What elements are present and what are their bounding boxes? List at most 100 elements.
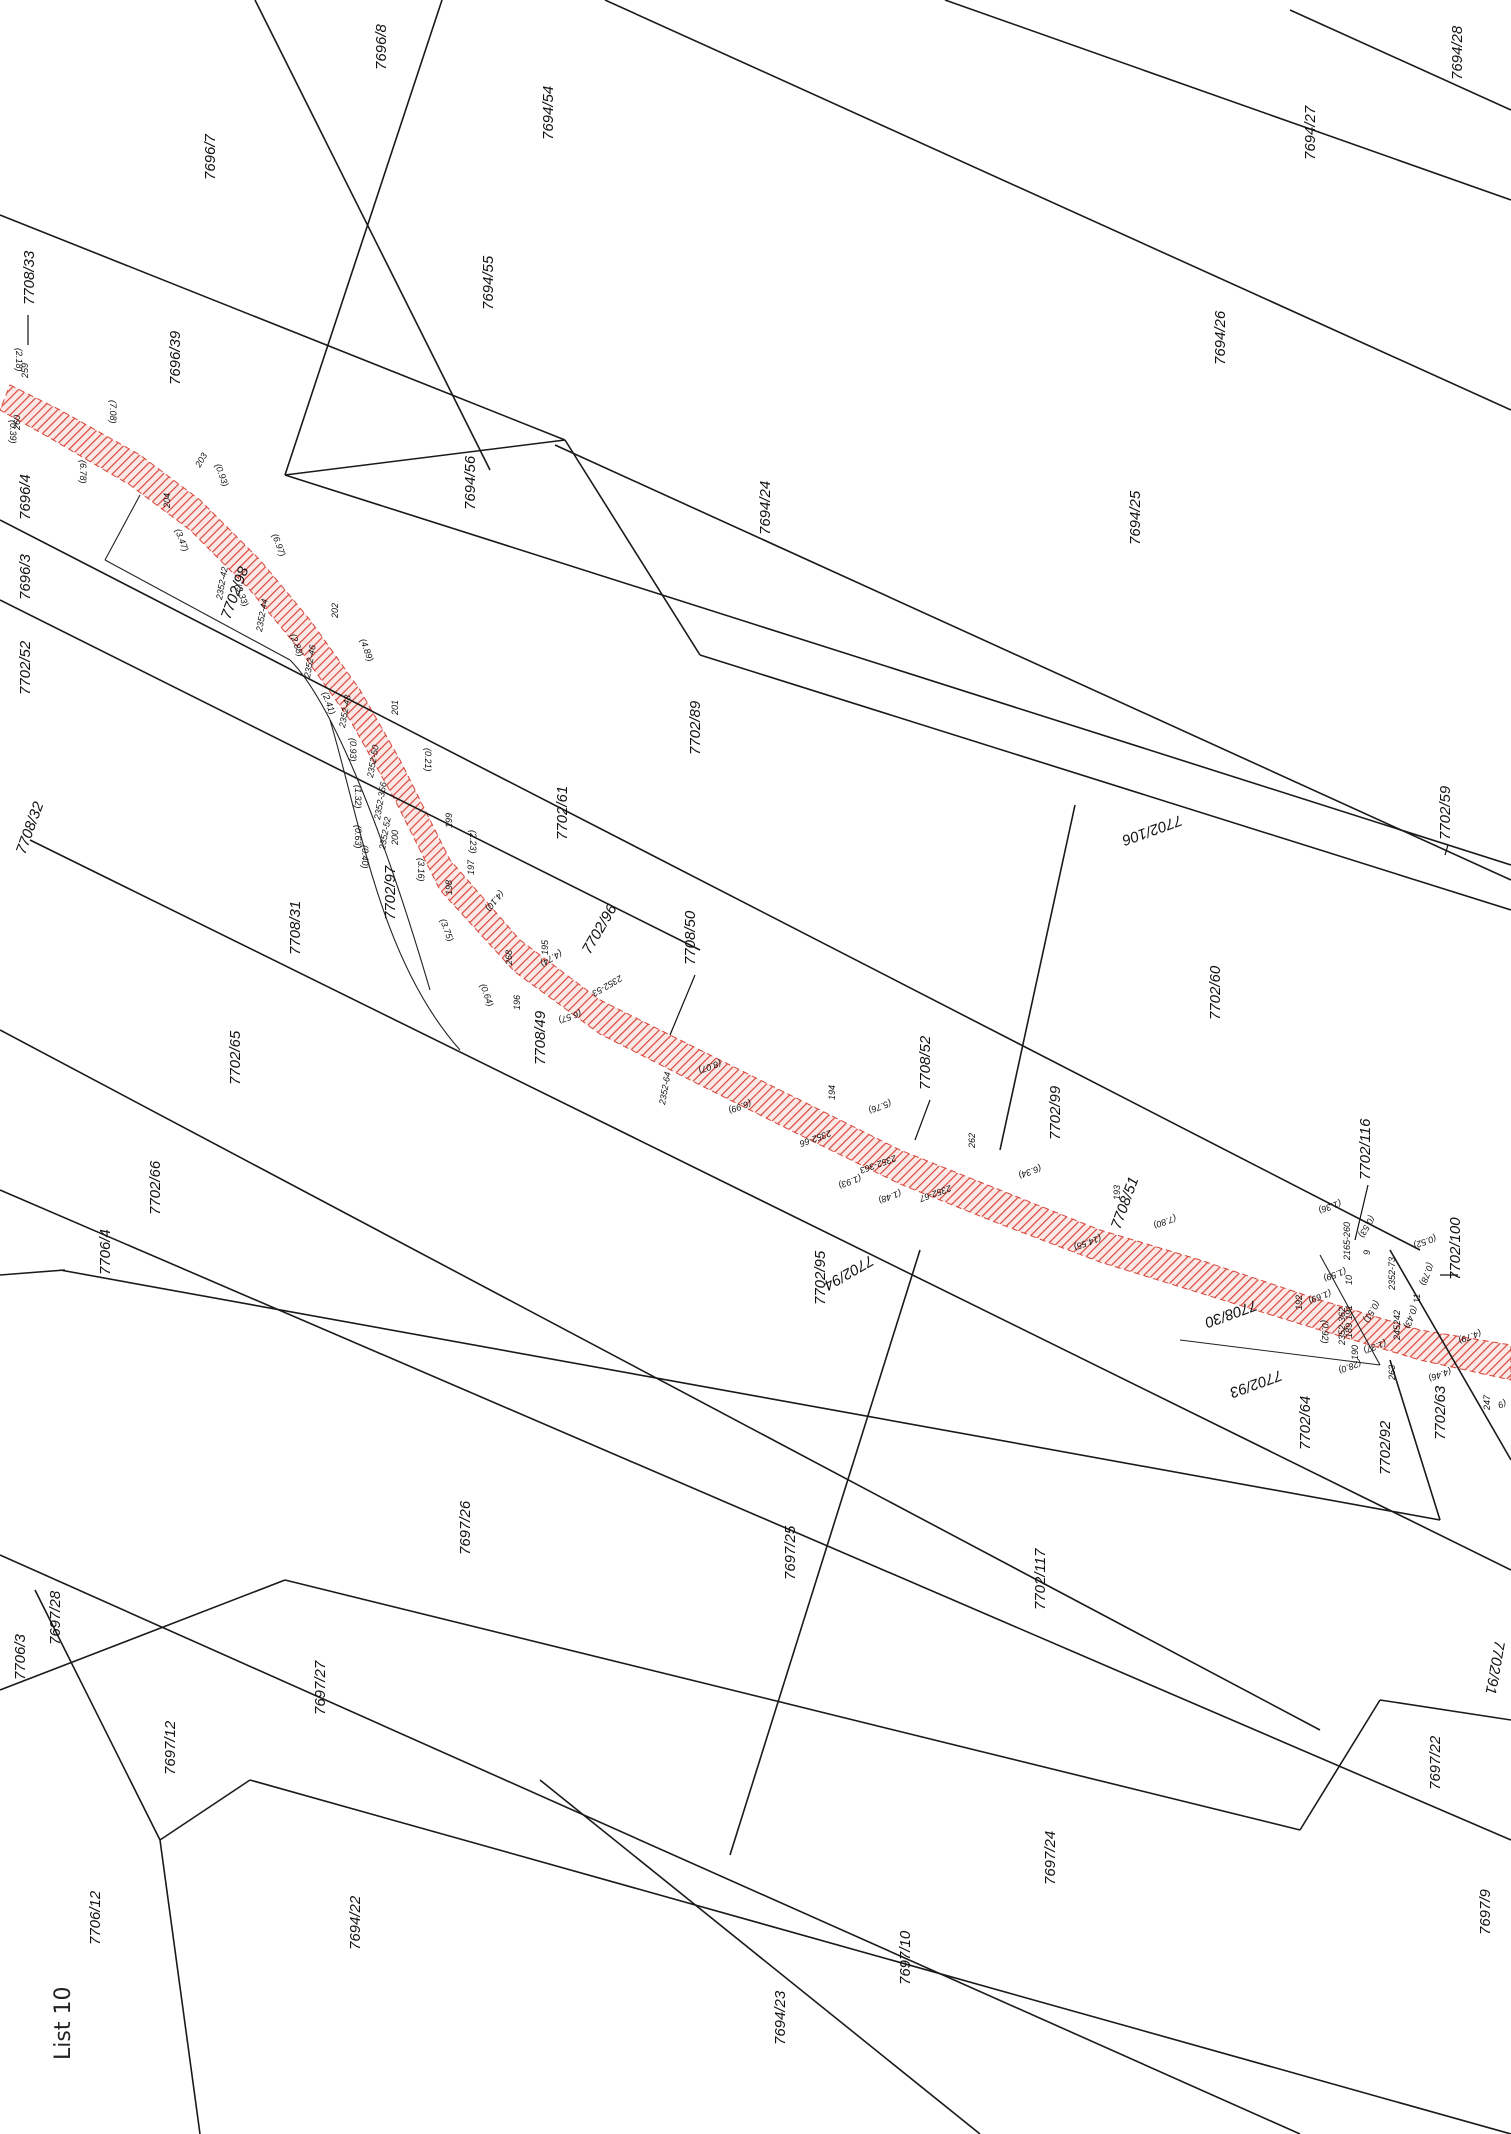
parcel-label: 7697/24 bbox=[1042, 1831, 1059, 1885]
point-number: 190 bbox=[1350, 1345, 1360, 1360]
distance-label: (0.78) bbox=[1418, 1261, 1435, 1287]
distance-label: (0.40) bbox=[360, 845, 370, 869]
point-number: 200 bbox=[390, 830, 400, 846]
parcel-label: 7708/52 bbox=[917, 1035, 934, 1090]
distance-label: (4.10) bbox=[483, 889, 506, 913]
parcel-label: 7694/28 bbox=[1449, 25, 1466, 80]
distance-label: (4.46) bbox=[1427, 1366, 1453, 1383]
pointer-arrows bbox=[28, 315, 1458, 1275]
point-number: 193 bbox=[1112, 1185, 1122, 1200]
parcel-label: 7694/24 bbox=[757, 481, 774, 535]
parcel-label: 7702/92 bbox=[1377, 1420, 1394, 1475]
distance-label: (7.08) bbox=[108, 400, 118, 424]
point-number: 9 bbox=[1362, 1250, 1372, 1255]
parcel-label: 7702/66 bbox=[147, 1160, 164, 1215]
point-number: 191 bbox=[1344, 1305, 1354, 1320]
easement-label: 2352-44 bbox=[254, 598, 270, 633]
easement-labels: 2352-42 2352-44 2352-46 2352-48 2352-50 … bbox=[214, 566, 1397, 1346]
distance-label: (0.93) bbox=[213, 462, 230, 488]
point-number: 189 bbox=[1344, 1323, 1354, 1338]
distance-label: (3.75) bbox=[438, 917, 455, 943]
distance-label: (2.23) bbox=[468, 830, 478, 854]
easement-label: 2165-260 bbox=[1342, 1222, 1352, 1261]
easement-label: 2352-64 bbox=[657, 1071, 673, 1106]
parcel-label: 7702/64 bbox=[1297, 1396, 1314, 1450]
point-number: 197 bbox=[466, 859, 476, 875]
parcel-label: 7696/7 bbox=[202, 133, 219, 180]
parcel-label: 7697/25 bbox=[782, 1525, 799, 1580]
point-number: 263 bbox=[1387, 1365, 1397, 1381]
point-number: 198 bbox=[444, 880, 454, 895]
parcel-label: 7702/97 bbox=[382, 865, 399, 920]
parcel-label: 7696/3 bbox=[17, 553, 34, 600]
parcel-label: 7702/63 bbox=[1432, 1385, 1449, 1440]
parcel-label: 7696/4 bbox=[17, 474, 34, 520]
parcel-label: 7694/22 bbox=[347, 1895, 364, 1950]
distance-label: (0.93) bbox=[348, 738, 358, 762]
parcel-label: 7702/59 bbox=[1437, 785, 1454, 840]
point-number: 262 bbox=[967, 1133, 977, 1149]
easement-strip bbox=[0, 385, 1511, 1380]
parcel-label: 7696/8 bbox=[373, 23, 390, 70]
point-number: 195 bbox=[540, 939, 550, 955]
parcel-label: 7696/39 bbox=[167, 330, 184, 385]
parcel-label: 7702/61 bbox=[554, 786, 571, 840]
parcel-label: 7702/116 bbox=[1357, 1118, 1374, 1180]
point-number: 268 bbox=[504, 950, 514, 966]
parcel-label: 7702/52 bbox=[17, 640, 34, 695]
point-number: 199 bbox=[444, 813, 454, 828]
parcel-label: 7702/91 bbox=[1482, 1639, 1508, 1695]
parcel-label: 7694/56 bbox=[462, 455, 479, 510]
point-number: 247 bbox=[1482, 1394, 1492, 1411]
distance-label: (1.32) bbox=[353, 785, 363, 809]
distance-label: (7.80) bbox=[1152, 1213, 1178, 1230]
parcel-label: 7702/99 bbox=[1047, 1085, 1064, 1140]
distance-label: (6.78) bbox=[78, 460, 88, 484]
parcel-label: 7706/12 bbox=[87, 1890, 104, 1945]
parcel-label: 7702/60 bbox=[1207, 965, 1224, 1020]
distance-label: (3.47) bbox=[173, 527, 190, 553]
point-number: 196 bbox=[512, 995, 522, 1010]
distance-label: (3.16) bbox=[416, 858, 426, 882]
parcel-label: 7702/117 bbox=[1032, 1548, 1049, 1610]
parcel-label: 7702/94 bbox=[821, 1252, 876, 1294]
distance-label: (0.52) bbox=[1412, 1233, 1438, 1250]
parcel-label: 7697/9 bbox=[1477, 1888, 1494, 1935]
parcel-label: 7702/106 bbox=[1119, 811, 1184, 849]
distance-label: (6.97) bbox=[270, 532, 287, 558]
parcel-label: 7697/26 bbox=[457, 1500, 474, 1555]
sheet-label: List 10 bbox=[51, 1987, 76, 2060]
parcel-label: 7702/65 bbox=[227, 1030, 244, 1085]
distance-label: (0.21) bbox=[423, 748, 433, 772]
parcel-label: 7702/96 bbox=[579, 901, 621, 957]
parcel-label: 7694/25 bbox=[1127, 490, 1144, 545]
distance-label: (0.92) bbox=[1320, 1320, 1330, 1344]
parcel-label: 7708/32 bbox=[13, 799, 48, 856]
parcel-label: 7702/93 bbox=[1227, 1366, 1284, 1401]
parcel-label: 7697/22 bbox=[1427, 1735, 1444, 1790]
parcel-label: 7694/55 bbox=[480, 255, 497, 310]
easement-label: 2352-73 bbox=[1387, 1257, 1397, 1291]
parcel-label: 7694/27 bbox=[1302, 105, 1319, 160]
distance-label: (0.64) bbox=[478, 982, 495, 1008]
point-number: 242 bbox=[1392, 1310, 1402, 1326]
distance-label: (0.43) bbox=[1402, 1304, 1419, 1330]
point-number: 11 bbox=[1412, 1294, 1422, 1303]
point-number: 245 bbox=[1392, 1324, 1402, 1341]
parcel-label: 7706/3 bbox=[12, 1633, 29, 1680]
parcel-label: 7708/50 bbox=[682, 910, 699, 965]
parcel-label: 7697/10 bbox=[897, 1930, 914, 1985]
point-number: 201 bbox=[390, 700, 400, 716]
distance-label: (1.36) bbox=[1317, 1198, 1343, 1215]
point-numbers: 259 260 203 204 202 201 199 200 197 198 … bbox=[12, 363, 1492, 1411]
point-number: 203 bbox=[193, 451, 210, 470]
parcel-label: 7702/89 bbox=[687, 700, 704, 755]
parcel-label: 7708/31 bbox=[287, 901, 304, 955]
parcel-label: 7694/26 bbox=[1212, 310, 1229, 365]
parcel-label: 7702/100 bbox=[1447, 1217, 1464, 1280]
distance-label: (2.18) bbox=[14, 348, 24, 372]
distance-label: (1.48) bbox=[877, 1188, 903, 1205]
parcel-label: 7708/49 bbox=[532, 1010, 549, 1065]
distance-label: (5.76) bbox=[867, 1098, 893, 1115]
